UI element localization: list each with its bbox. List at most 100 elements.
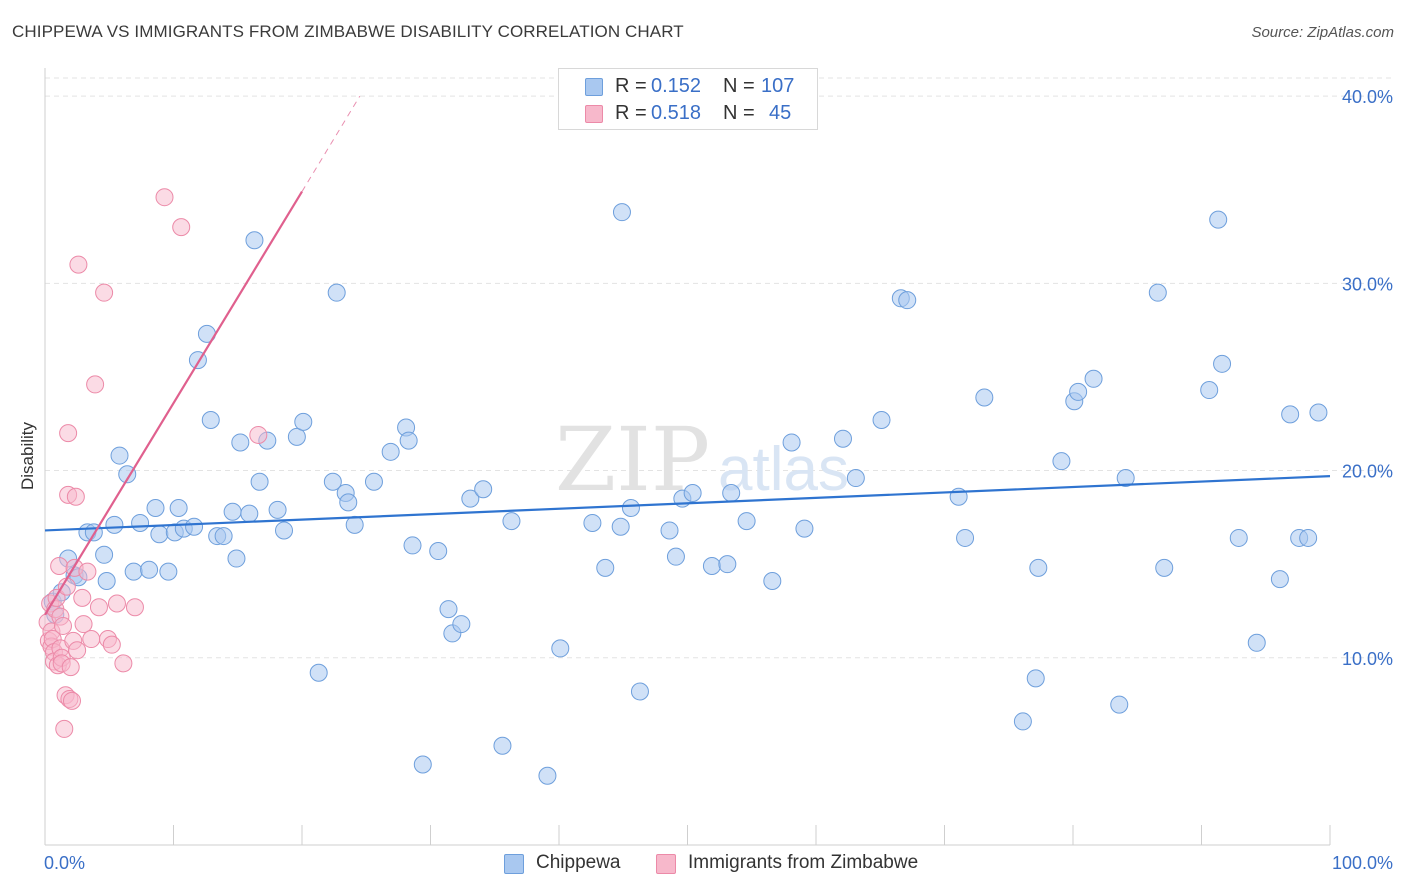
zimbabwe-point	[82, 630, 101, 649]
chart-title: CHIPPEWA VS IMMIGRANTS FROM ZIMBABWE DIS…	[12, 22, 684, 41]
chippewa-point	[630, 682, 649, 701]
chippewa-point	[1155, 558, 1174, 577]
chippewa-point	[1200, 381, 1219, 400]
zimbabwe-point	[95, 283, 114, 302]
chippewa-point	[461, 489, 480, 508]
y-axis-title: Disability	[18, 421, 37, 490]
chippewa-point	[413, 755, 432, 774]
chippewa-point	[1084, 369, 1103, 388]
chippewa-swatch	[585, 78, 603, 96]
chippewa-point	[97, 572, 116, 591]
legend-label: Immigrants from Zimbabwe	[688, 852, 919, 873]
chippewa-point	[1148, 283, 1167, 302]
y-tick-label: 10.0%	[1342, 649, 1393, 669]
chippewa-point	[596, 558, 615, 577]
chippewa-point	[718, 555, 737, 574]
chippewa-point	[833, 429, 852, 448]
axes	[44, 68, 1331, 846]
x-tick-label: 0.0%	[44, 853, 85, 873]
y-tick-label: 20.0%	[1342, 462, 1393, 482]
chippewa-point	[294, 412, 313, 431]
chippewa-point	[782, 433, 801, 452]
chippewa-point	[1029, 558, 1048, 577]
chippewa-point	[1270, 570, 1289, 589]
chippewa-point	[268, 500, 287, 519]
chippewa-point	[683, 484, 702, 503]
chippewa-point	[956, 528, 975, 547]
n-value: 107	[761, 75, 795, 97]
n-label: N =	[723, 75, 755, 97]
chippewa-point	[660, 521, 679, 540]
chippewa-point	[327, 283, 346, 302]
zimbabwe-point	[125, 598, 144, 617]
chippewa-point	[323, 472, 342, 491]
chippewa-point	[583, 513, 602, 532]
zimbabwe-point	[155, 188, 174, 207]
r-value: 0.152	[651, 75, 702, 97]
chippewa-point	[1247, 633, 1266, 652]
zimbabwe-point	[74, 615, 93, 634]
r-value: 0.518	[651, 102, 702, 124]
zimbabwe-point	[62, 691, 81, 710]
zimbabwe-swatch	[585, 105, 603, 123]
chippewa-point	[502, 512, 521, 531]
chippewa-points	[43, 203, 1328, 785]
chippewa-point	[429, 542, 448, 561]
chippewa-point	[795, 519, 814, 538]
chippewa-point	[1299, 528, 1318, 547]
chippewa-point	[118, 465, 137, 484]
zimbabwe-point	[107, 594, 126, 613]
zimbabwe-point	[66, 487, 85, 506]
zimbabwe-point	[61, 658, 80, 677]
chippewa-point	[666, 547, 685, 566]
trend-lines	[44, 95, 1331, 616]
chippewa-point	[439, 600, 458, 619]
chippewa-point	[214, 527, 233, 546]
chippewa-point	[250, 472, 269, 491]
y-tick-label: 40.0%	[1342, 87, 1393, 107]
chippewa-point	[223, 502, 242, 521]
y-tick-label: 30.0%	[1342, 274, 1393, 294]
chippewa-point	[493, 736, 512, 755]
chippewa-point	[621, 498, 640, 517]
chippewa-point	[1309, 403, 1328, 422]
r-label: R =	[615, 102, 647, 124]
r-label: R =	[615, 75, 647, 97]
chippewa-point	[1116, 469, 1135, 488]
chippewa-point	[146, 498, 165, 517]
chippewa-point	[169, 498, 188, 517]
chippewa-point	[1209, 210, 1228, 229]
zimbabwe-trend-extension	[301, 95, 361, 192]
zimbabwe-point	[249, 425, 268, 444]
chippewa-point	[872, 410, 891, 429]
chippewa-trend-line	[44, 475, 1331, 532]
zimbabwe-point	[78, 562, 97, 581]
chippewa-point	[1069, 382, 1088, 401]
chippewa-point	[1213, 354, 1232, 373]
chippewa-point	[399, 431, 418, 450]
zimbabwe-point	[55, 719, 74, 738]
chippewa-point	[612, 203, 631, 222]
n-value: 45	[769, 102, 792, 124]
chippewa-point	[381, 442, 400, 461]
chippewa-point	[474, 480, 493, 499]
chippewa-point	[309, 663, 328, 682]
chippewa-point	[1110, 695, 1129, 714]
chippewa-point	[1281, 405, 1300, 424]
zimbabwe-point	[114, 654, 133, 673]
chippewa-point	[722, 484, 741, 503]
chippewa-point	[364, 472, 383, 491]
zimbabwe-point	[102, 635, 121, 654]
chippewa-point	[538, 766, 557, 785]
zimbabwe-points	[38, 188, 268, 738]
chippewa-point	[702, 557, 721, 576]
chippewa-point	[245, 231, 264, 250]
chippewa-point	[1052, 452, 1071, 471]
zimbabwe-point	[172, 218, 191, 237]
chippewa-point	[287, 427, 306, 446]
chippewa-point	[846, 469, 865, 488]
zimbabwe-point	[59, 424, 78, 443]
zimbabwe-point	[89, 598, 108, 617]
chippewa-point	[231, 433, 250, 452]
